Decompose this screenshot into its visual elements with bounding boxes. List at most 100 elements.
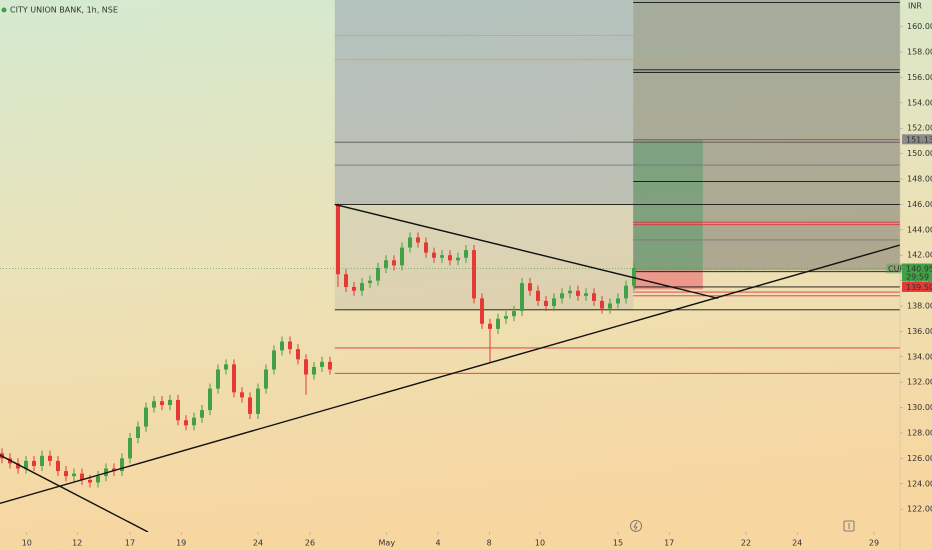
countdown: 29:59	[906, 273, 929, 282]
candle-body	[536, 290, 540, 301]
replay-icon[interactable]	[630, 520, 642, 532]
candle-body	[592, 293, 596, 301]
candle-body	[328, 361, 332, 370]
x-tick-label: 8	[487, 539, 492, 548]
trend-line	[0, 454, 149, 532]
candle-body	[408, 237, 412, 248]
chart-title: CITY UNION BANK, 1h, NSE	[10, 6, 118, 15]
candle-body	[88, 479, 92, 483]
candle-body	[184, 420, 188, 426]
plot-area	[0, 0, 900, 532]
settings-icon[interactable]	[843, 520, 855, 532]
zone	[633, 139, 703, 271]
candle-body	[288, 341, 292, 350]
candle-body	[56, 460, 60, 472]
y-tick-label: 158.00	[907, 48, 932, 57]
candle-body	[40, 455, 44, 466]
candle-body	[544, 300, 548, 306]
y-tick-label: 130.00	[907, 403, 932, 412]
candle-body	[488, 323, 492, 329]
candle-body	[464, 250, 468, 258]
candle-body	[216, 369, 220, 389]
candle-body	[552, 298, 556, 306]
y-tick-label: 146.00	[907, 200, 932, 209]
candle-body	[384, 260, 388, 268]
candle-body	[144, 407, 148, 427]
candle-body	[496, 318, 500, 329]
candle-body	[472, 250, 476, 299]
x-tick-label: 15	[613, 539, 623, 548]
price-label-bg	[902, 281, 932, 292]
y-tick-label: 132.00	[907, 378, 932, 387]
x-tick-label: 22	[741, 539, 751, 548]
candle-body	[240, 392, 244, 398]
candle-body	[616, 298, 620, 304]
y-tick-label: 152.00	[907, 124, 932, 133]
y-tick-label: 134.00	[907, 352, 932, 361]
x-tick-label: May	[379, 539, 396, 548]
x-tick-label: 26	[305, 539, 315, 548]
current-tag: CUR	[888, 265, 905, 274]
candle-body	[632, 267, 636, 286]
candle-body	[264, 369, 268, 389]
candle-body	[256, 388, 260, 414]
y-tick-label: 154.00	[907, 98, 932, 107]
y-tick-label: 150.00	[907, 149, 932, 158]
candle-body	[448, 255, 452, 261]
candle-body	[568, 290, 572, 294]
current-tag-bg	[886, 263, 902, 274]
candle-body	[624, 285, 628, 299]
candle-body	[280, 341, 284, 351]
zone	[633, 270, 703, 290]
candle-body	[512, 311, 516, 317]
candle-body	[360, 283, 364, 291]
candle-body	[136, 426, 140, 439]
candle-body	[560, 293, 564, 299]
candle-body	[112, 468, 116, 472]
candle-body	[600, 300, 604, 309]
candle-body	[368, 280, 372, 284]
candle-body	[304, 359, 308, 375]
candle-body	[224, 364, 228, 370]
x-tick-label: 12	[72, 539, 82, 548]
candle-body	[24, 460, 28, 469]
y-tick-label: 128.00	[907, 428, 932, 437]
candle-body	[528, 283, 532, 291]
candle-body	[520, 283, 524, 312]
y-tick-label: 124.00	[907, 479, 932, 488]
candle-body	[96, 476, 100, 483]
candle-body	[336, 204, 340, 275]
x-tick-label: 17	[664, 539, 674, 548]
candle-body	[80, 473, 84, 480]
candle-body	[296, 349, 300, 360]
candle-body	[480, 298, 484, 324]
x-tick-label: 24	[792, 539, 802, 548]
y-tick-label: 156.00	[907, 73, 932, 82]
candle-body	[48, 455, 52, 461]
zone	[334, 0, 634, 205]
zone	[334, 204, 634, 310]
trend-line	[0, 244, 900, 504]
currency-label: INR	[908, 2, 922, 11]
candle-body	[352, 286, 356, 291]
x-tick-label: 29	[869, 539, 879, 548]
candle-body	[456, 257, 460, 261]
candle-body	[608, 303, 612, 309]
candle-body	[128, 438, 132, 459]
candle-body	[432, 252, 436, 258]
candle-body	[16, 463, 20, 469]
candle-body	[232, 364, 236, 393]
candle-body	[344, 274, 348, 287]
y-tick-label: 138.00	[907, 301, 932, 310]
candle-body	[208, 388, 212, 411]
x-tick-label: 4	[435, 539, 440, 548]
candle-body	[120, 458, 124, 472]
current-price-bg	[902, 263, 932, 282]
trend-line	[334, 203, 719, 300]
candle-body	[312, 366, 316, 375]
candle-body	[152, 401, 156, 408]
x-tick-label: 17	[125, 539, 135, 548]
candle-body	[248, 397, 252, 414]
candle-body	[168, 399, 172, 406]
